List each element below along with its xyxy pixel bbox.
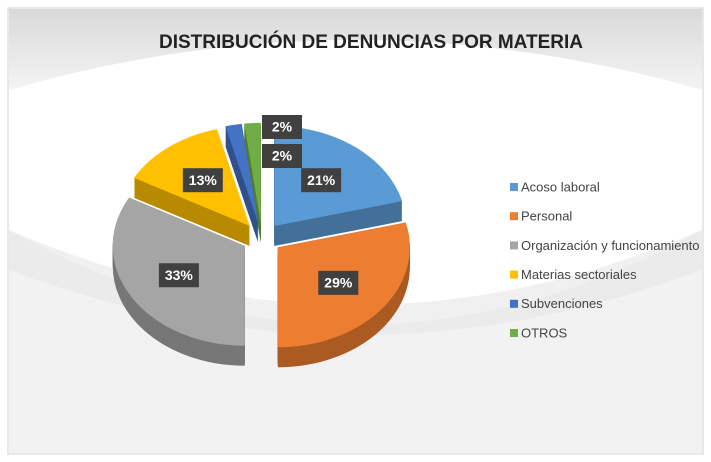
data-label-box <box>182 168 223 193</box>
legend-label: Acoso laboral <box>521 179 600 194</box>
data-label: 2% <box>262 115 302 139</box>
pie-slice <box>225 123 259 224</box>
legend-label: Materias sectoriales <box>521 267 637 282</box>
legend-swatch <box>510 329 518 337</box>
data-label-text: 13% <box>189 172 218 188</box>
legend-label: Organización y funcionamiento <box>521 238 700 253</box>
chart-title: DISTRIBUCIÓN DE DENUNCIAS POR MATERIA <box>159 31 583 53</box>
legend-label: Subvenciones <box>521 296 603 311</box>
data-label-text: 33% <box>165 267 194 283</box>
data-label-box <box>262 144 302 168</box>
legend-swatch <box>510 241 518 250</box>
data-label-text: 29% <box>324 275 353 291</box>
pie-slice <box>244 122 261 223</box>
background-band <box>9 9 702 90</box>
data-label-text: 2% <box>272 119 293 135</box>
data-label-box <box>158 263 199 288</box>
legend-label: OTROS <box>521 325 568 340</box>
legend-swatch <box>510 299 518 308</box>
data-label-box <box>262 115 302 139</box>
data-label: 33% <box>158 263 199 288</box>
data-label-box <box>301 168 342 193</box>
legend-swatch <box>510 212 518 221</box>
data-label-box <box>318 270 359 295</box>
legend-label: Personal <box>521 209 572 224</box>
data-label: 29% <box>318 270 359 295</box>
data-label: 21% <box>301 168 342 193</box>
data-label-text: 2% <box>272 148 293 164</box>
legend-swatch <box>510 183 518 191</box>
data-label: 2% <box>262 144 302 168</box>
data-label: 13% <box>182 168 223 193</box>
legend-swatch <box>510 270 518 279</box>
data-label-text: 21% <box>307 172 336 188</box>
